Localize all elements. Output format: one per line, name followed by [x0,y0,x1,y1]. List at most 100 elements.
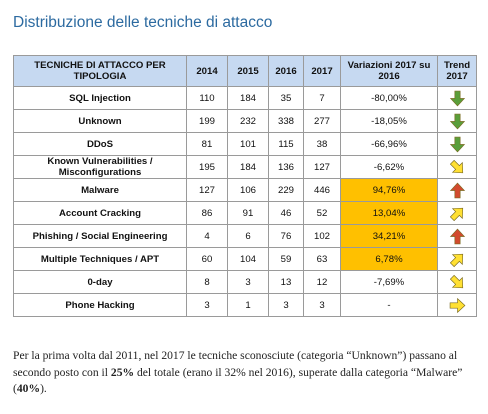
table-row: Malware 127 106 229 446 94,76% [13,178,477,202]
cell: 3 [227,270,269,294]
bold-text: 25% [110,365,135,379]
cell: -7,69% [340,270,438,294]
trend-arrow [449,207,463,221]
cell: 1 [227,293,269,317]
cell: 13,04% [340,201,438,225]
cell: 94,76% [340,178,438,202]
table-row: Multiple Techniques / APT 60 104 59 63 6,78% [13,247,477,271]
cell: 86 [186,201,228,225]
trend-cell [437,109,477,133]
row-label: Phishing / Social Engineering [13,224,187,248]
header-cell: 2016 [268,55,304,87]
table-row: Account Cracking 86 91 46 52 13,04% [13,201,477,225]
trend-cell [437,201,477,225]
cell: - [340,293,438,317]
trend-cell [437,224,477,248]
trend-arrow [449,182,465,198]
cell: 3 [268,293,304,317]
header-row: TECNICHE DI ATTACCO PER TIPOLOGIA 2014 201… [13,55,477,87]
cell: -18,05% [340,109,438,133]
trend-arrow [449,136,465,152]
cell: 63 [303,247,341,271]
cell: 127 [303,155,341,179]
cell: 106 [227,178,269,202]
bold-text: 40% [16,382,41,395]
table-row: 0-day 8 3 13 12 -7,69% [13,270,477,294]
cell: 229 [268,178,304,202]
trend-arrow [449,297,465,313]
cell: 115 [268,132,304,156]
cell: 277 [303,109,341,133]
cell: 52 [303,201,341,225]
cell: 81 [186,132,228,156]
table-row: DDoS 81 101 115 38 -66,96% [13,132,477,156]
table-row: Known Vulnerabilities / Misconfiguration… [13,155,477,179]
cell: 91 [227,201,269,225]
table-row: Unknown 199 232 338 277 -18,05% [13,109,477,133]
cell: 34,21% [340,224,438,248]
cell: -66,96% [340,132,438,156]
cell: 110 [186,86,228,110]
text: ). [40,382,47,395]
cell: 59 [268,247,304,271]
trend-cell [437,293,477,317]
cell: 101 [227,132,269,156]
trend-arrow [449,159,463,173]
table-row: Phishing / Social Engineering 4 6 76 102 34,2… [13,224,477,248]
header-cell: Trend 2017 [437,55,477,87]
cell: -6,62% [340,155,438,179]
trend-cell [437,86,477,110]
trend-arrow [449,113,465,129]
cell: 6,78% [340,247,438,271]
row-label: Unknown [13,109,187,133]
cell: 102 [303,224,341,248]
row-label: Known Vulnerabilities / Misconfiguration… [13,155,187,179]
trend-cell [437,132,477,156]
cell: 46 [268,201,304,225]
paragraph: Per la prima volta dal 2011, nel 2017 le… [13,348,479,398]
row-label: Phone Hacking [13,293,187,317]
cell: 199 [186,109,228,133]
trend-cell [437,270,477,294]
trend-arrow [449,228,465,244]
cell: 4 [186,224,228,248]
cell: 38 [303,132,341,156]
table-row: Phone Hacking 3 1 3 3- [13,293,477,317]
cell: 8 [186,270,228,294]
cell: 13 [268,270,304,294]
cell: 338 [268,109,304,133]
header-cell: Variazioni 2017 su 2016 [340,55,438,87]
header-cell: 2017 [303,55,341,87]
cell: 136 [268,155,304,179]
header-cell: 2014 [186,55,228,87]
row-label: SQL Injection [13,86,187,110]
row-label: Multiple Techniques / APT [13,247,187,271]
row-label: Malware [13,178,187,202]
cell: 184 [227,86,269,110]
trend-arrow [449,90,465,106]
cell: 60 [186,247,228,271]
row-label: 0-day [13,270,187,294]
cell: 3 [186,293,228,317]
cell: 446 [303,178,341,202]
cell: 232 [227,109,269,133]
attack-table: TECNICHE DI ATTACCO PER TIPOLOGIA 2014 201… [13,55,477,317]
cell: 7 [303,86,341,110]
row-label: Account Cracking [13,201,187,225]
cell: 6 [227,224,269,248]
text: del totale (erano il 32% nel 2016), supe… [13,365,463,396]
trend-cell [437,247,477,271]
cell: 3 [303,293,341,317]
text: Per la prima volta dal 2011, nel 2017 le… [13,349,458,379]
trend-arrow [449,274,463,288]
table-row: SQL Injection 110 184 35 7 -80,00% [13,86,477,110]
row-label: DDoS [13,132,187,156]
title: Distribuzione delle tecniche di attacco [13,14,273,31]
cell: 195 [186,155,228,179]
trend-arrow [449,253,463,267]
trend-cell [437,178,477,202]
cell: 104 [227,247,269,271]
cell: -80,00% [340,86,438,110]
cell: 127 [186,178,228,202]
